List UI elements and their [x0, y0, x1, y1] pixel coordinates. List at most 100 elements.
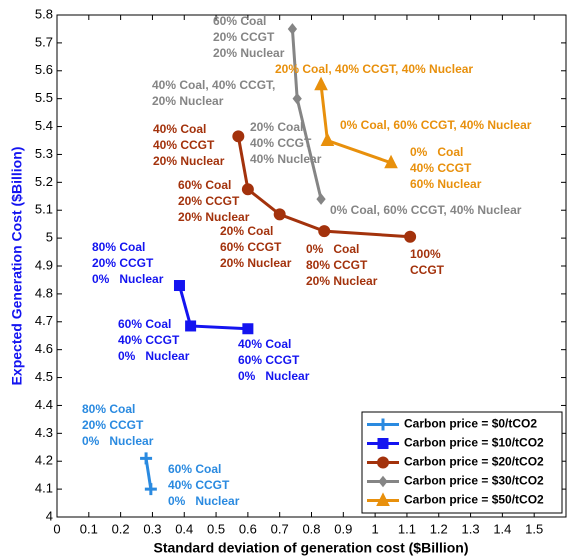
- y-tick-label: 4.9: [35, 257, 53, 272]
- y-tick-label: 4.3: [35, 425, 53, 440]
- y-tick-label: 5.2: [35, 174, 53, 189]
- legend-label: Carbon price = $50/tCO2: [404, 493, 544, 507]
- x-tick-label: 0.5: [207, 521, 225, 536]
- annotation: 40% CCGT: [410, 161, 472, 175]
- annotation: 40% CCGT: [153, 138, 215, 152]
- marker: [173, 280, 185, 292]
- y-tick-label: 4.7: [35, 313, 53, 328]
- annotation: 40% Nuclear: [250, 152, 322, 166]
- x-tick-label: 0: [53, 521, 60, 536]
- annotation: 80% Coal: [82, 402, 135, 416]
- annotation: 0% Nuclear: [238, 369, 310, 383]
- annotation: 20% Coal: [250, 120, 303, 134]
- annotation: 0% Coal: [410, 145, 463, 159]
- annotation: 20% Nuclear: [306, 274, 378, 288]
- marker: [287, 23, 298, 35]
- annotation: 20% Coal: [220, 224, 273, 238]
- annotation: 0% Coal, 60% CCGT, 40% Nuclear: [340, 118, 532, 132]
- y-tick-label: 5: [46, 230, 53, 245]
- annotation: 0% Nuclear: [168, 494, 240, 508]
- y-tick-label: 5.7: [35, 34, 53, 49]
- marker: [241, 183, 254, 196]
- marker: [318, 225, 331, 238]
- annotation: 40% CCGT: [168, 478, 230, 492]
- annotation: 60% Coal: [213, 14, 266, 28]
- marker: [404, 230, 417, 243]
- x-tick-label: 1.5: [525, 521, 543, 536]
- x-tick-label: 0.9: [334, 521, 352, 536]
- y-tick-label: 5.8: [35, 6, 53, 21]
- y-tick-label: 4.2: [35, 453, 53, 468]
- marker: [320, 132, 335, 146]
- annotation: 60% Coal: [178, 178, 231, 192]
- series-line: [290, 28, 323, 200]
- marker: [144, 483, 157, 496]
- annotation: 20% Nuclear: [153, 154, 225, 168]
- annotation: 0% Nuclear: [118, 349, 190, 363]
- legend-label: Carbon price = $30/tCO2: [404, 474, 544, 488]
- y-tick-label: 4: [46, 508, 53, 523]
- x-tick-label: 0.4: [175, 521, 193, 536]
- y-tick-label: 5.1: [35, 202, 53, 217]
- annotation: 0% Nuclear: [82, 434, 154, 448]
- marker: [316, 193, 326, 205]
- marker: [232, 130, 245, 143]
- annotation: 20% CCGT: [82, 418, 144, 432]
- annotation: 80% CCGT: [306, 258, 368, 272]
- annotation: 40% CCGT: [118, 333, 180, 347]
- legend-marker: [376, 492, 390, 506]
- annotation: 20% CCGT: [92, 256, 154, 270]
- y-tick-label: 4.5: [35, 369, 53, 384]
- annotation: 60% Coal: [118, 317, 171, 331]
- annotation: 0% Nuclear: [92, 272, 164, 286]
- x-tick-label: 0.8: [302, 521, 320, 536]
- y-tick-label: 5.3: [35, 146, 53, 161]
- annotation: 0% Coal: [306, 242, 359, 256]
- x-tick-label: 1.2: [430, 521, 448, 536]
- annotation: 60% Nuclear: [410, 177, 482, 191]
- annotation: 20% CCGT: [178, 194, 240, 208]
- x-tick-label: 0.3: [143, 521, 161, 536]
- annotation: 40% Coal: [153, 122, 206, 136]
- marker: [292, 92, 302, 105]
- legend-marker: [377, 418, 389, 431]
- y-tick-label: 4.4: [35, 397, 53, 412]
- legend-marker: [377, 456, 389, 469]
- x-tick-label: 0.7: [271, 521, 289, 536]
- y-tick-label: 4.8: [35, 285, 53, 300]
- annotation: 20% Nuclear: [220, 256, 292, 270]
- x-tick-label: 1: [372, 521, 379, 536]
- marker: [384, 154, 398, 169]
- legend-marker: [377, 438, 389, 449]
- legend-label: Carbon price = $20/tCO2: [404, 455, 544, 469]
- x-tick-label: 1.4: [493, 521, 511, 536]
- y-tick-label: 4.1: [35, 481, 53, 496]
- annotation: 0% Coal, 60% CCGT, 40% Nuclear: [330, 203, 522, 217]
- y-tick-label: 4.6: [35, 341, 53, 356]
- y-axis-label: Expected Generation Cost ($Billion): [9, 147, 25, 386]
- x-tick-label: 0.1: [80, 521, 98, 536]
- x-tick-label: 1.3: [462, 521, 480, 536]
- annotation: 40% Coal, 40% CCGT,: [152, 78, 275, 92]
- annotation: 20% CCGT: [213, 30, 275, 44]
- x-tick-label: 1.1: [398, 521, 416, 536]
- x-axis-label: Standard deviation of generation cost ($…: [153, 540, 468, 556]
- y-tick-label: 5.6: [35, 62, 53, 77]
- annotation: CCGT: [410, 263, 445, 277]
- marker: [242, 323, 254, 335]
- legend-marker: [378, 475, 388, 488]
- y-tick-label: 5.5: [35, 90, 53, 105]
- marker: [273, 208, 286, 221]
- annotation: 40% CCGT: [250, 136, 312, 150]
- marker: [314, 76, 328, 91]
- annotation: 20% Nuclear: [178, 210, 250, 224]
- annotation: 80% Coal: [92, 240, 145, 254]
- marker: [140, 452, 153, 465]
- x-tick-label: 0.6: [239, 521, 257, 536]
- annotation: 20% Coal, 40% CCGT, 40% Nuclear: [275, 62, 473, 76]
- annotation: 60% CCGT: [220, 240, 282, 254]
- annotation: 60% CCGT: [238, 353, 300, 367]
- annotation: 100%: [410, 247, 441, 261]
- legend-label: Carbon price = $0/tCO2: [404, 417, 537, 431]
